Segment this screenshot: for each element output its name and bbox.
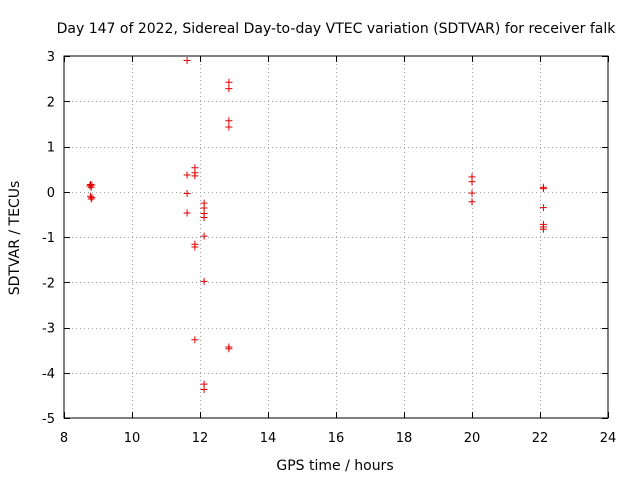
x-tick-label: 10 xyxy=(124,431,141,446)
data-point xyxy=(200,232,208,240)
data-point xyxy=(468,198,476,206)
data-point xyxy=(183,190,191,198)
data-point xyxy=(225,78,233,86)
x-tick-label: 24 xyxy=(600,431,617,446)
data-point xyxy=(183,171,191,179)
x-tick-label: 18 xyxy=(396,431,413,446)
data-point xyxy=(539,185,547,193)
grid xyxy=(64,56,608,418)
data-point xyxy=(539,225,547,233)
y-tick-label: 2 xyxy=(47,95,55,110)
y-tick-label: -5 xyxy=(42,412,55,427)
data-point xyxy=(191,243,199,251)
y-axis-title: SDTVAR / TECUs xyxy=(7,181,23,296)
data-point xyxy=(191,172,199,180)
x-tick-label: 8 xyxy=(60,431,68,446)
data-point xyxy=(539,204,547,212)
x-axis-title: GPS time / hours xyxy=(276,458,393,474)
data-point xyxy=(225,117,233,125)
data-point xyxy=(468,189,476,197)
x-tick-label: 16 xyxy=(328,431,345,446)
data-point xyxy=(200,385,208,393)
x-tick-label: 14 xyxy=(260,431,277,446)
y-tick-label: 3 xyxy=(47,50,55,65)
data-point xyxy=(225,123,233,131)
data-point xyxy=(183,209,191,217)
data-point xyxy=(183,57,191,65)
y-tick-label: 1 xyxy=(47,141,55,156)
data-point xyxy=(87,183,95,191)
x-tick-label: 22 xyxy=(532,431,549,446)
data-point xyxy=(87,195,95,203)
data-point xyxy=(86,182,94,190)
chart-title: Day 147 of 2022, Sidereal Day-to-day VTE… xyxy=(57,21,617,37)
data-point xyxy=(88,194,96,202)
data-point xyxy=(225,345,233,353)
data-point xyxy=(468,178,476,186)
x-tick-label: 20 xyxy=(464,431,481,446)
data-point xyxy=(191,336,199,344)
data-point xyxy=(200,214,208,222)
data-point xyxy=(225,85,233,93)
y-tick-label: -3 xyxy=(42,322,55,337)
data-point xyxy=(200,277,208,285)
x-tick-label: 12 xyxy=(192,431,209,446)
y-tick-label: -4 xyxy=(42,367,55,382)
y-tick-label: -2 xyxy=(42,276,55,291)
y-tick-label: -1 xyxy=(42,231,55,246)
data-points xyxy=(86,57,547,393)
y-tick-label: 0 xyxy=(47,186,55,201)
